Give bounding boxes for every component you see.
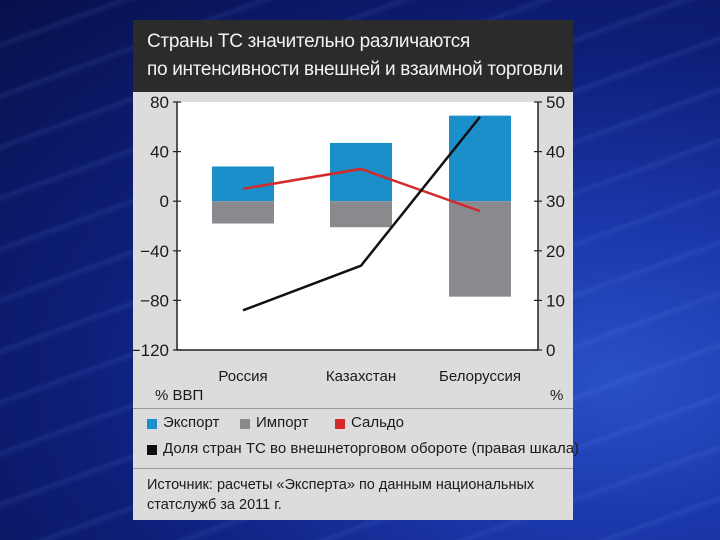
left-axis-tick-label: −120	[133, 341, 169, 360]
right-axis-tick-label: 50	[546, 93, 565, 112]
chart-card: Страны ТС значительно различаются по инт…	[133, 20, 579, 521]
source-note: Источник: расчеты «Эксперта» по данным н…	[133, 468, 573, 521]
x-axis-category-label: Белоруссия	[439, 368, 521, 385]
legend-label-saldo: Сальдо	[351, 414, 405, 431]
chart-header: Страны ТС значительно различаются по инт…	[133, 20, 573, 92]
left-axis-unit-label: % ВВП	[155, 387, 203, 404]
right-axis-tick-label: 30	[546, 192, 565, 211]
source-line-1: Источник: расчеты «Эксперта» по данным н…	[147, 477, 535, 493]
chart-title-line-2: по интенсивности внешней и взаимной торг…	[147, 59, 564, 80]
right-axis-tick-label: 20	[546, 242, 565, 261]
left-axis-tick-label: −40	[140, 242, 169, 261]
left-axis-tick-label: 80	[150, 93, 169, 112]
chart-svg: 80 40 0 −40 −80 −120 50 40 30 20 10 0 Россия Казахста…	[133, 93, 565, 404]
bar-export	[449, 115, 511, 202]
left-axis-tick-label: 0	[160, 192, 169, 211]
legend-swatch-saldo	[335, 419, 345, 429]
chart-title-line-1: Страны ТС значительно различаются	[147, 31, 470, 52]
left-axis-tick-label: −80	[140, 291, 169, 310]
bar-export	[212, 166, 274, 202]
right-axis-unit-label: %	[550, 387, 563, 404]
right-axis-tick-label: 0	[546, 341, 555, 360]
legend-swatch-export	[147, 419, 157, 429]
legend-label-share: Доля стран ТС во внешнеторговом обороте …	[163, 440, 580, 457]
left-axis-tick-label: 40	[150, 143, 169, 162]
legend-swatch-share	[147, 445, 157, 455]
legend: Экспорт Импорт Сальдо Доля стран ТС во в…	[133, 408, 579, 467]
legend-label-import: Импорт	[256, 414, 309, 431]
legend-label-export: Экспорт	[163, 414, 220, 431]
bar-import	[330, 201, 392, 228]
series-line-saldo	[242, 167, 481, 213]
legend-swatch-import	[240, 419, 250, 429]
bar-import	[449, 201, 511, 297]
right-axis-tick-label: 10	[546, 291, 565, 310]
bar-import	[212, 201, 274, 224]
source-line-2: статслужб за 2011 г.	[147, 497, 282, 513]
x-axis-category-label: Россия	[218, 368, 267, 385]
series-line-share	[242, 116, 481, 312]
right-axis-tick-label: 40	[546, 143, 565, 162]
x-axis-category-label: Казахстан	[326, 368, 396, 385]
